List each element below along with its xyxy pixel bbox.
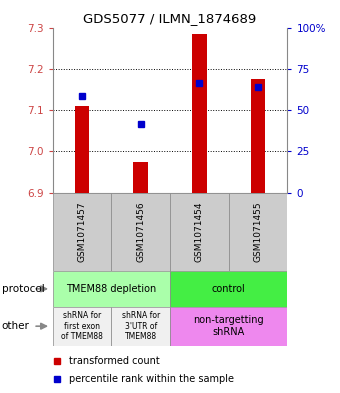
Bar	[251, 79, 265, 193]
Text: protocol: protocol	[2, 284, 45, 294]
Text: GSM1071457: GSM1071457	[78, 202, 86, 262]
Bar	[53, 271, 170, 307]
Text: shRNA for
first exon
of TMEM88: shRNA for first exon of TMEM88	[61, 311, 103, 341]
Text: other: other	[2, 321, 30, 331]
Bar	[112, 193, 170, 271]
Bar	[112, 307, 170, 346]
Bar	[53, 307, 112, 346]
Text: TMEM88 depletion: TMEM88 depletion	[66, 284, 156, 294]
Text: non-targetting
shRNA: non-targetting shRNA	[193, 316, 264, 337]
Bar	[53, 193, 112, 271]
Text: percentile rank within the sample: percentile rank within the sample	[69, 374, 234, 384]
Text: control: control	[212, 284, 245, 294]
Bar	[75, 106, 89, 193]
Bar	[133, 162, 148, 193]
Bar	[229, 193, 287, 271]
Text: shRNA for
3'UTR of
TMEM88: shRNA for 3'UTR of TMEM88	[122, 311, 160, 341]
Text: GSM1071455: GSM1071455	[254, 202, 262, 262]
Bar	[192, 34, 207, 193]
Title: GDS5077 / ILMN_1874689: GDS5077 / ILMN_1874689	[83, 12, 257, 25]
Text: GSM1071454: GSM1071454	[195, 202, 204, 262]
Text: GSM1071456: GSM1071456	[136, 202, 145, 262]
Bar	[170, 193, 228, 271]
Bar	[170, 307, 287, 346]
Text: transformed count: transformed count	[69, 356, 160, 366]
Bar	[170, 271, 287, 307]
